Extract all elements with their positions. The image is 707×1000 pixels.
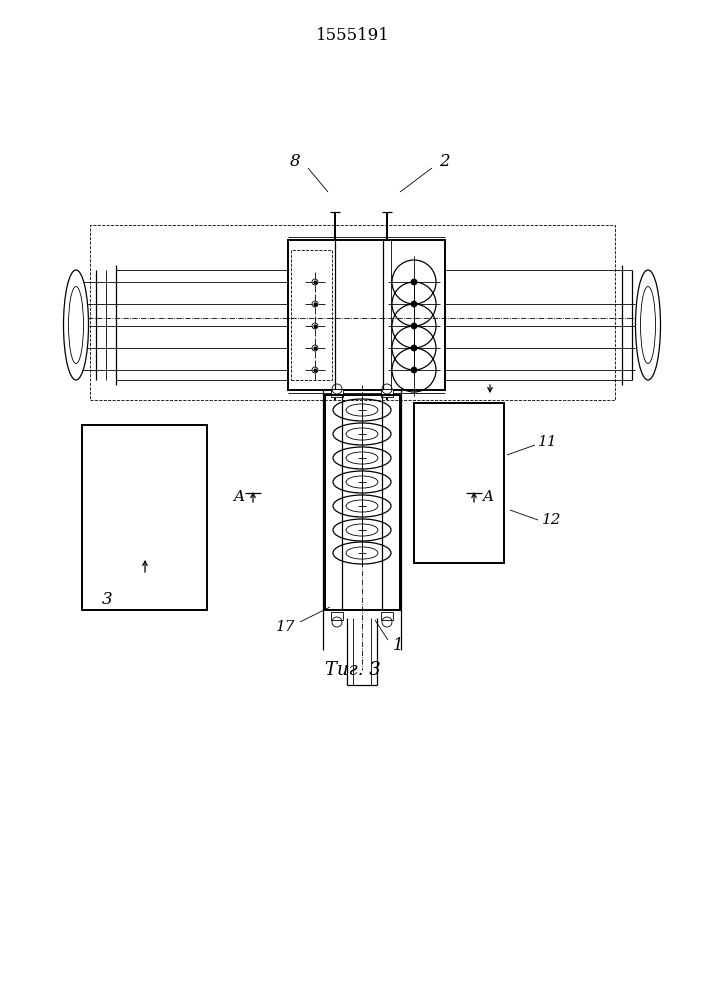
Bar	[288, 240, 445, 390]
Bar	[381, 612, 393, 620]
Circle shape	[411, 367, 417, 373]
Text: 2: 2	[438, 153, 450, 170]
Text: A: A	[233, 490, 245, 504]
Text: 3: 3	[102, 591, 112, 608]
Circle shape	[411, 279, 417, 285]
Ellipse shape	[64, 270, 88, 380]
Bar	[331, 612, 343, 620]
Bar	[381, 389, 393, 397]
Text: Τиг. 3: Τиг. 3	[325, 661, 381, 679]
Bar	[325, 395, 400, 610]
Text: A: A	[482, 490, 493, 504]
Bar	[331, 389, 343, 397]
Bar	[414, 403, 504, 563]
Text: 1555191: 1555191	[316, 26, 390, 43]
Text: 12: 12	[542, 513, 562, 527]
Bar	[82, 425, 207, 610]
Bar	[291, 250, 332, 380]
Text: 17: 17	[276, 620, 296, 634]
Text: 1: 1	[392, 637, 403, 654]
Text: 11: 11	[538, 435, 558, 449]
Ellipse shape	[636, 270, 660, 380]
Bar	[90, 225, 615, 400]
Circle shape	[411, 301, 417, 307]
Circle shape	[411, 323, 417, 329]
Circle shape	[411, 345, 417, 351]
Text: 8: 8	[290, 153, 300, 170]
